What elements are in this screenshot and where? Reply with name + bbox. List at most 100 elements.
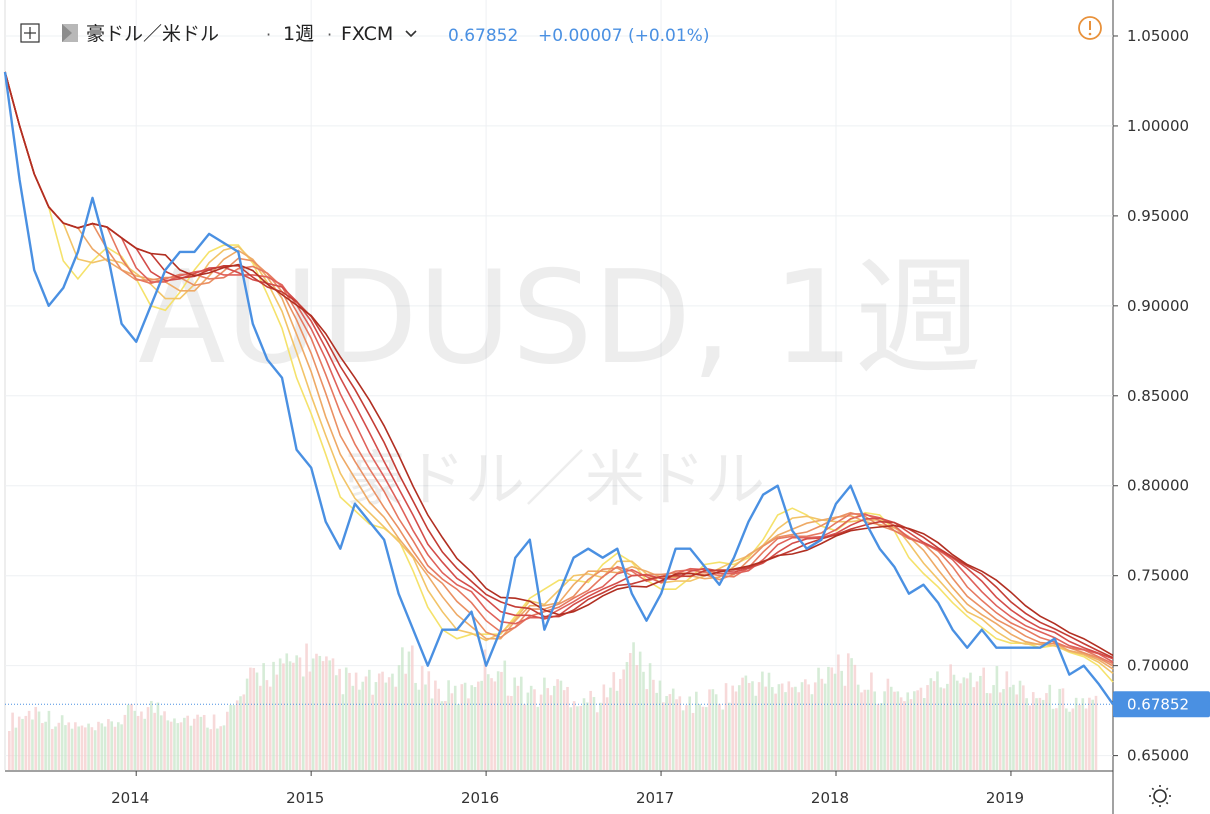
header-separator-2: ·	[327, 25, 332, 44]
volume-bar	[163, 711, 166, 770]
volume-bar	[67, 722, 71, 770]
volume-bar	[133, 710, 137, 770]
volume-bar	[486, 674, 490, 770]
volume-bar	[734, 691, 738, 770]
volume-bar	[249, 667, 252, 770]
volume-bar	[384, 682, 388, 770]
volume-bar	[130, 704, 133, 770]
volume-bar	[407, 651, 411, 770]
volume-bar	[817, 667, 820, 770]
volume-bar	[774, 693, 777, 770]
exchange-label[interactable]: FXCM	[341, 23, 393, 45]
volume-bar	[17, 716, 21, 770]
volume-bar	[1061, 688, 1065, 770]
volume-bar	[830, 667, 834, 770]
volume-bar	[880, 703, 883, 770]
volume-bar	[1018, 680, 1022, 770]
time-axis[interactable]: 2014 2015 2016 2017 2018 2019	[111, 771, 1024, 807]
volume-bar	[126, 704, 130, 770]
volume-bar	[311, 658, 315, 770]
volume-bar	[490, 678, 493, 770]
volume-bar	[586, 702, 589, 770]
y-tick-label: 0.85000	[1127, 387, 1189, 405]
volume-bar	[318, 655, 322, 770]
price-series[interactable]	[3, 71, 1114, 705]
volume-bar	[331, 658, 335, 770]
volume-bar	[437, 688, 440, 770]
volume-bar	[638, 651, 642, 770]
volume-bar	[744, 675, 748, 770]
volume-bar	[820, 678, 824, 770]
volume-bar	[391, 673, 394, 770]
volume-bar	[262, 663, 265, 770]
volume-bar	[1068, 711, 1071, 770]
volume-bar	[906, 692, 910, 770]
volume-bar	[579, 705, 583, 770]
volume-bar	[503, 660, 507, 770]
volume-bar	[539, 694, 543, 770]
volume-bar	[268, 686, 272, 770]
volume-bar	[519, 676, 523, 770]
symbol-name[interactable]: 豪ドル／米ドル	[86, 23, 219, 45]
volume-bar	[718, 703, 721, 770]
volume-bar	[949, 664, 952, 770]
volume-bar	[202, 714, 206, 770]
volume-bar	[186, 715, 189, 770]
volume-bar	[1008, 687, 1012, 770]
volume-bar	[556, 679, 559, 770]
volume-bar	[609, 687, 612, 770]
volume-bar	[100, 723, 104, 770]
price-axis[interactable]: 1.05000 1.00000 0.95000 0.90000 0.85000 0.800…	[1113, 27, 1189, 765]
volume-bar	[827, 666, 830, 770]
volume-bar	[889, 686, 893, 770]
volume-bar	[285, 653, 289, 770]
volume-bar	[344, 667, 348, 770]
settings-icon[interactable]	[1149, 785, 1171, 807]
volume-bar	[209, 729, 213, 770]
volume-bar	[678, 696, 682, 770]
volume-bar	[592, 697, 596, 770]
volume-bar	[569, 707, 573, 770]
volume-bar	[136, 715, 140, 770]
volume-bar	[173, 718, 176, 770]
volume-bar	[57, 722, 61, 770]
volume-bar	[946, 683, 949, 770]
volume-bar	[728, 702, 731, 770]
volume-bar	[473, 687, 477, 770]
volume-bar	[863, 689, 867, 770]
volume-bar	[873, 691, 876, 770]
volume-bar	[989, 693, 992, 770]
volume-bar	[143, 718, 147, 770]
volume-bar	[417, 689, 421, 770]
volume-bar	[886, 678, 890, 770]
chevron-down-icon[interactable]	[405, 30, 417, 38]
volume-bar	[1005, 671, 1009, 770]
x-tick-label: 2016	[461, 789, 499, 807]
volume-bar	[146, 707, 150, 770]
price-change: +0.00007 (+0.01%)	[538, 26, 709, 46]
volume-bar	[698, 704, 701, 770]
volume-bar	[685, 705, 688, 770]
volume-bar	[737, 685, 741, 770]
volume-bar	[444, 701, 447, 770]
expand-icon[interactable]	[20, 23, 40, 43]
volume-bar	[516, 685, 520, 770]
chart-header: 豪ドル／米ドル · 1週 · FXCM 0.67852 +0.00007 (+0…	[20, 16, 1102, 46]
volume-bar	[668, 694, 672, 770]
alert-icon[interactable]	[1078, 16, 1102, 40]
volume-bar	[179, 722, 183, 770]
volume-bar	[1088, 697, 1091, 770]
volume-bar	[995, 666, 999, 770]
interval-label[interactable]: 1週	[283, 23, 314, 45]
volume-bar	[589, 690, 592, 770]
volume-bar	[434, 680, 437, 770]
volume-bar	[387, 677, 391, 770]
volume-bar	[998, 692, 1002, 770]
volume-bar	[919, 687, 923, 770]
x-tick-label: 2019	[986, 789, 1024, 807]
volume-bar	[50, 728, 54, 770]
volume-bar	[813, 682, 817, 770]
volume-bar	[1048, 684, 1052, 770]
volume-bar	[553, 685, 556, 770]
